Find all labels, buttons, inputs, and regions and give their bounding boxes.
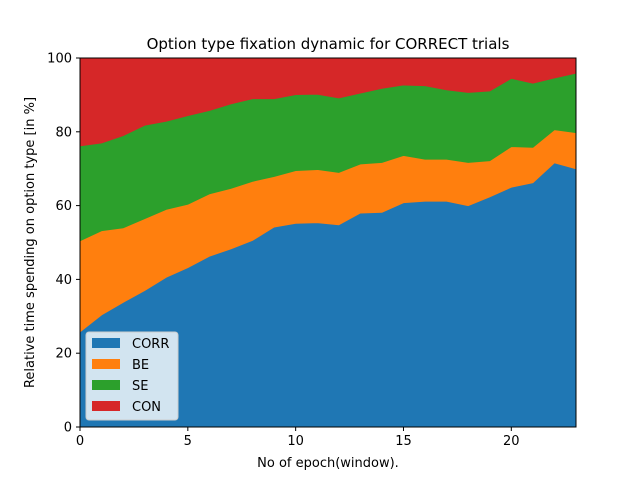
y-axis: 0 20 40 60 80 100 — [47, 52, 80, 436]
legend-swatch-con — [92, 401, 120, 411]
plot-frame — [79, 57, 577, 428]
x-tick-label: 15 — [395, 434, 412, 449]
x-tick-label: 5 — [184, 434, 192, 449]
x-axis: 0 5 10 15 20 — [76, 427, 520, 449]
legend-swatch-be — [92, 359, 120, 369]
legend-label-be: BE — [132, 358, 149, 373]
areas-group — [79, 57, 577, 428]
legend-swatch-corr — [92, 338, 120, 348]
legend: CORR BE SE CON — [85, 331, 179, 421]
x-tick-label: 0 — [76, 434, 84, 449]
chart-title: Option type fixation dynamic for CORRECT… — [147, 35, 510, 53]
legend-box — [85, 331, 179, 421]
legend-swatch-se — [92, 380, 120, 390]
y-tick-label: 0 — [64, 421, 72, 436]
x-tick-label: 20 — [503, 434, 520, 449]
x-axis-title: No of epoch(window). — [257, 456, 399, 471]
y-tick-label: 20 — [55, 347, 72, 362]
legend-label-corr: CORR — [132, 337, 169, 352]
x-tick-label: 10 — [287, 434, 304, 449]
y-tick-label: 40 — [55, 273, 72, 288]
legend-label-se: SE — [132, 379, 148, 394]
y-axis-title: Relative time spending on option type [i… — [23, 97, 38, 388]
legend-label-con: CON — [132, 400, 161, 415]
y-tick-label: 60 — [55, 199, 72, 214]
y-tick-label: 100 — [47, 52, 72, 67]
y-tick-label: 80 — [55, 125, 72, 140]
